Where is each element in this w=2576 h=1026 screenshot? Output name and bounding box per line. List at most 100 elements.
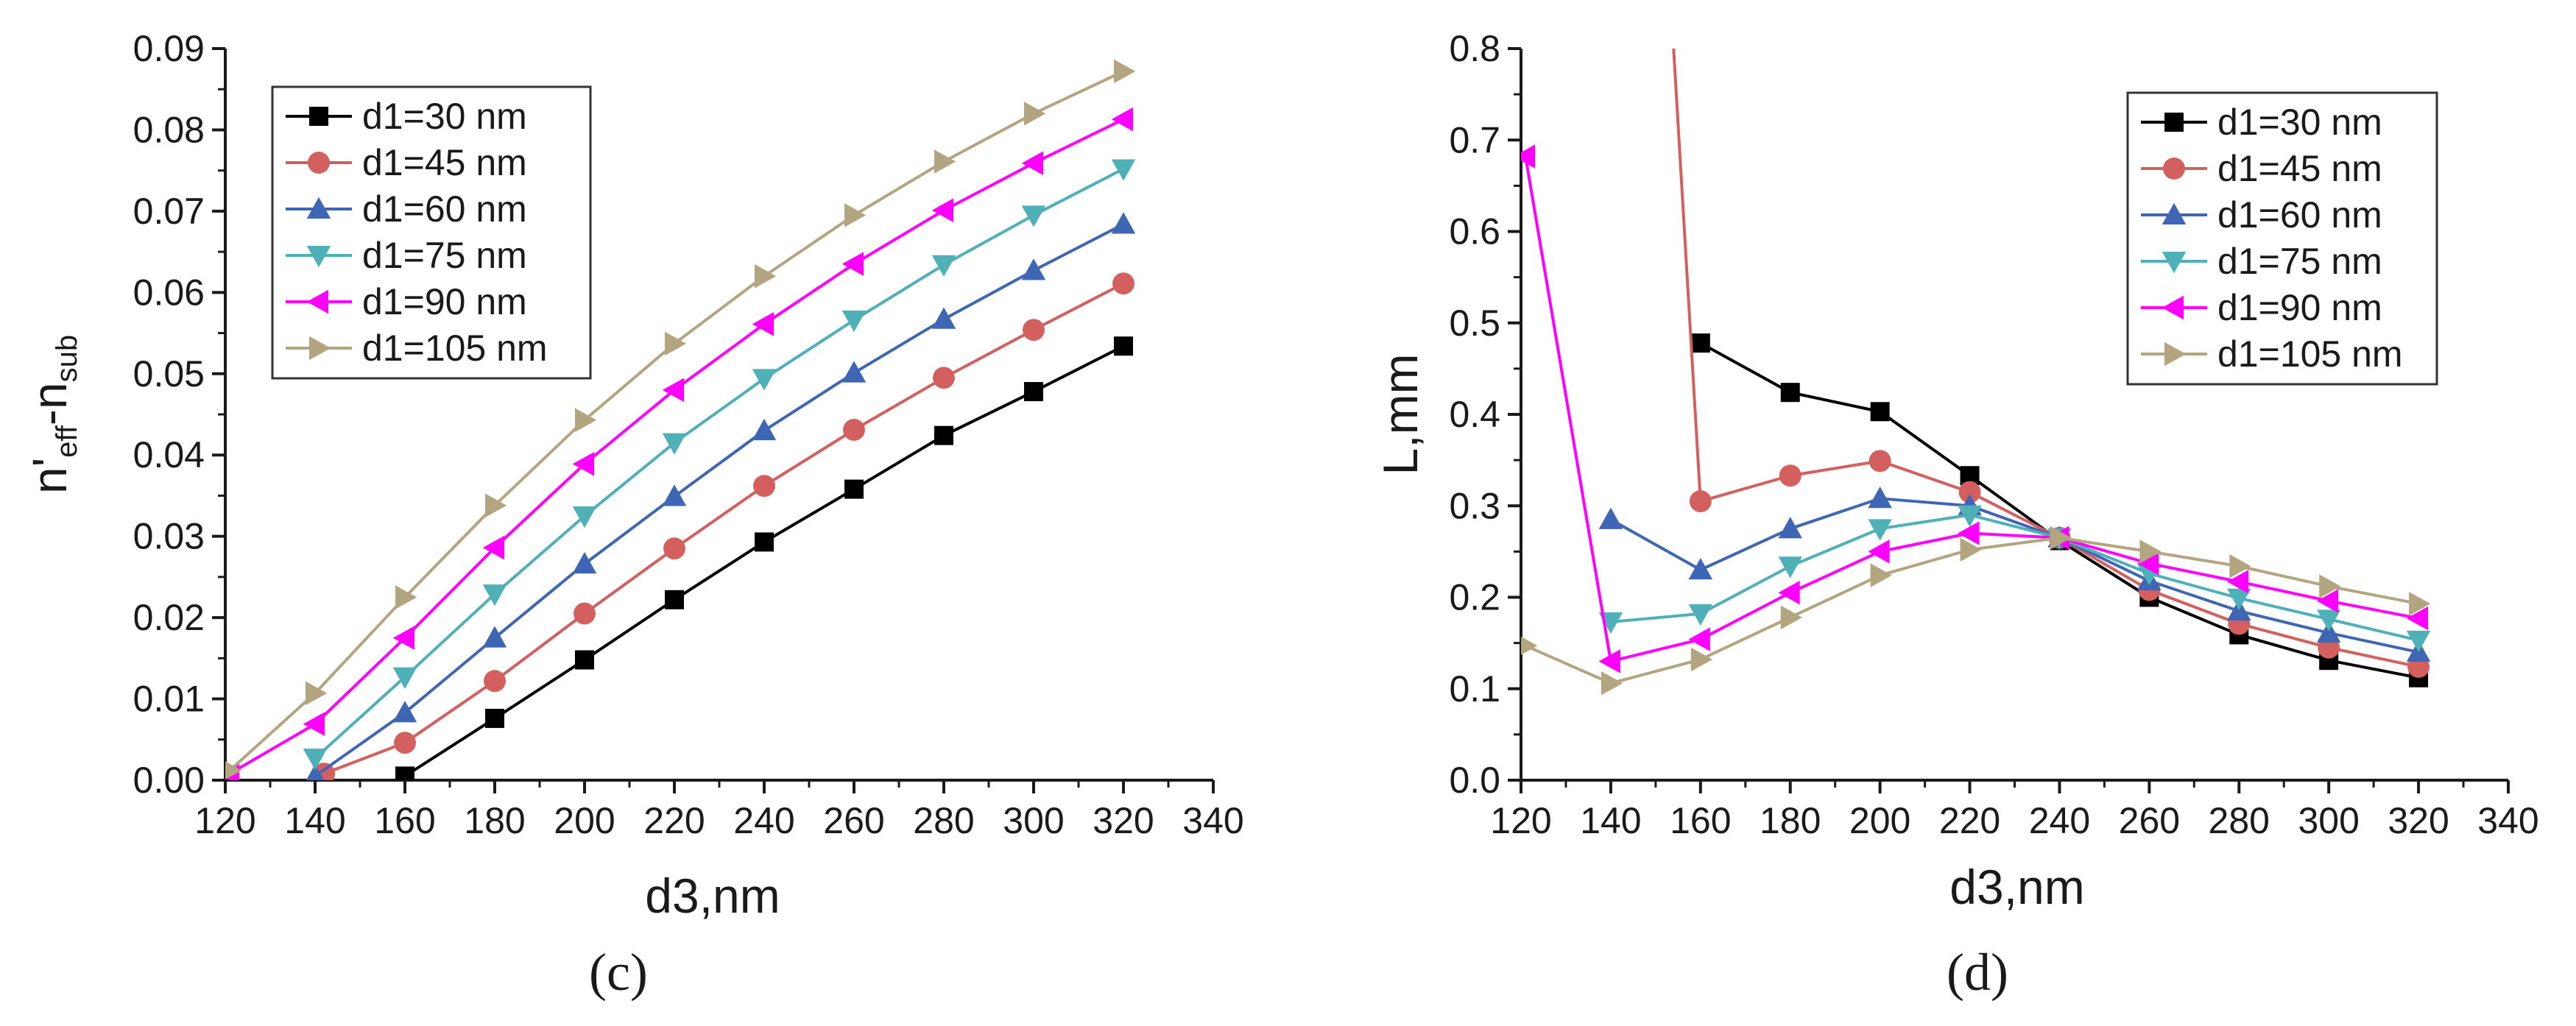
series-line	[1525, 536, 2419, 685]
y-tick-label: 0.09	[133, 28, 205, 69]
legend: d1=30 nm d1=45 nm d1=60 nm d1=75 nm d1=90 nm…	[271, 85, 592, 380]
data-point	[753, 475, 775, 498]
series-line	[403, 344, 1124, 778]
plot-area	[1521, 49, 2431, 696]
data-point	[1690, 647, 1713, 672]
data-point	[2227, 570, 2249, 594]
x-tick-label: 280	[2209, 800, 2270, 841]
x-tick-label: 320	[1093, 800, 1154, 841]
legend-entry: d1=105 nm	[286, 328, 548, 369]
legend-label: d1=45 nm	[362, 142, 527, 183]
data-point	[1021, 205, 1046, 227]
x-tick-label: 220	[643, 800, 705, 841]
panel-label: (d)	[1947, 943, 2008, 1002]
legend-label: d1=30 nm	[2217, 102, 2382, 143]
data-point	[303, 749, 328, 771]
data-point	[394, 732, 416, 754]
series-6	[225, 59, 1136, 780]
legend-label: d1=105 nm	[362, 328, 548, 369]
series-1	[1690, 333, 2429, 687]
x-tick-label: 340	[2477, 800, 2538, 841]
series-line	[323, 282, 1124, 776]
data-point	[665, 331, 687, 356]
x-axis-title: d3,nm	[1949, 860, 2084, 914]
data-point	[1868, 519, 1892, 541]
legend-swatch-marker	[2162, 252, 2187, 274]
data-point	[1688, 627, 1710, 651]
data-point	[752, 312, 774, 336]
data-point	[572, 551, 597, 574]
legend-swatch-marker	[2162, 295, 2184, 320]
data-point	[2050, 526, 2072, 550]
y-tick-label: 0.8	[1449, 28, 1500, 69]
x-tick-label: 120	[194, 800, 255, 841]
data-point	[1960, 537, 1982, 562]
data-point	[841, 310, 867, 333]
panel-c-chart: 120 140 160 180 200 220 240 260 280 300 320 340 0.00…	[22, 28, 1244, 1002]
data-point	[575, 408, 597, 432]
y-tick-label: 0.1	[1449, 668, 1500, 710]
data-point	[395, 585, 417, 609]
series-line	[314, 222, 1124, 778]
y-tick-label: 0.6	[1449, 211, 1500, 252]
data-point	[662, 378, 684, 403]
legend-label: d1=105 nm	[2217, 333, 2403, 375]
data-point	[931, 307, 956, 329]
data-point	[572, 452, 594, 476]
legend-entry: d1=90 nm	[286, 281, 527, 322]
data-point	[662, 484, 687, 506]
data-point	[1688, 604, 1713, 626]
data-point	[1780, 383, 1800, 403]
data-point	[1778, 517, 1802, 539]
legend-box	[271, 85, 592, 380]
data-point	[1598, 507, 1623, 529]
legend-entry: d1=60 nm	[286, 188, 527, 230]
x-tick-label: 280	[913, 800, 974, 841]
legend-label: d1=45 nm	[2217, 148, 2382, 189]
x-axis-title: d3,nm	[645, 868, 780, 923]
y-tick-label: 0.06	[133, 272, 205, 313]
series-1	[395, 336, 1133, 780]
data-point	[392, 626, 414, 650]
data-point	[2406, 606, 2429, 631]
y-axis-title: L,mm	[1373, 354, 1428, 475]
series-6	[1521, 526, 2431, 696]
legend-entry: d1=60 nm	[2141, 194, 2382, 236]
x-tick-label: 140	[284, 800, 345, 841]
legend-swatch-marker	[306, 289, 328, 314]
data-point	[306, 764, 325, 780]
x-tick-label: 320	[2388, 800, 2449, 841]
data-point	[1114, 336, 1133, 356]
y-axis-title-subscript: sub	[51, 335, 83, 383]
data-point	[1021, 258, 1046, 280]
x-tick-label: 200	[554, 800, 615, 841]
y-tick-label: 0.01	[133, 679, 205, 720]
data-point	[482, 626, 507, 648]
data-point	[1023, 319, 1045, 342]
series-line	[1672, 49, 2419, 668]
data-point	[752, 369, 777, 391]
legend: d1=30 nm d1=45 nm d1=60 nm d1=75 nm d1=90 nm…	[2126, 91, 2438, 386]
x-tick-label: 180	[1760, 800, 1821, 841]
data-point	[2229, 554, 2251, 579]
panel-label: (c)	[589, 943, 648, 1002]
y-axis-title-part: n'	[22, 458, 77, 494]
x-tick-label: 240	[2029, 800, 2090, 841]
data-point	[572, 506, 597, 528]
legend-entry: d1=75 nm	[286, 235, 527, 276]
series-line	[314, 167, 1124, 760]
data-point	[303, 712, 325, 737]
data-point	[2137, 551, 2159, 576]
data-point	[2406, 630, 2431, 653]
legend-label: d1=75 nm	[2217, 241, 2382, 282]
y-axis-title-part: -n	[22, 382, 77, 425]
data-point	[755, 263, 777, 289]
legend-swatch-marker	[306, 246, 331, 268]
data-point	[482, 535, 504, 560]
legend-box	[2126, 91, 2438, 386]
legend-entry: d1=30 nm	[286, 96, 527, 137]
data-point	[1778, 556, 1802, 579]
legend-entry: d1=45 nm	[286, 142, 527, 183]
y-tick-label: 0.7	[1449, 119, 1500, 160]
x-tick-label: 160	[374, 800, 435, 841]
